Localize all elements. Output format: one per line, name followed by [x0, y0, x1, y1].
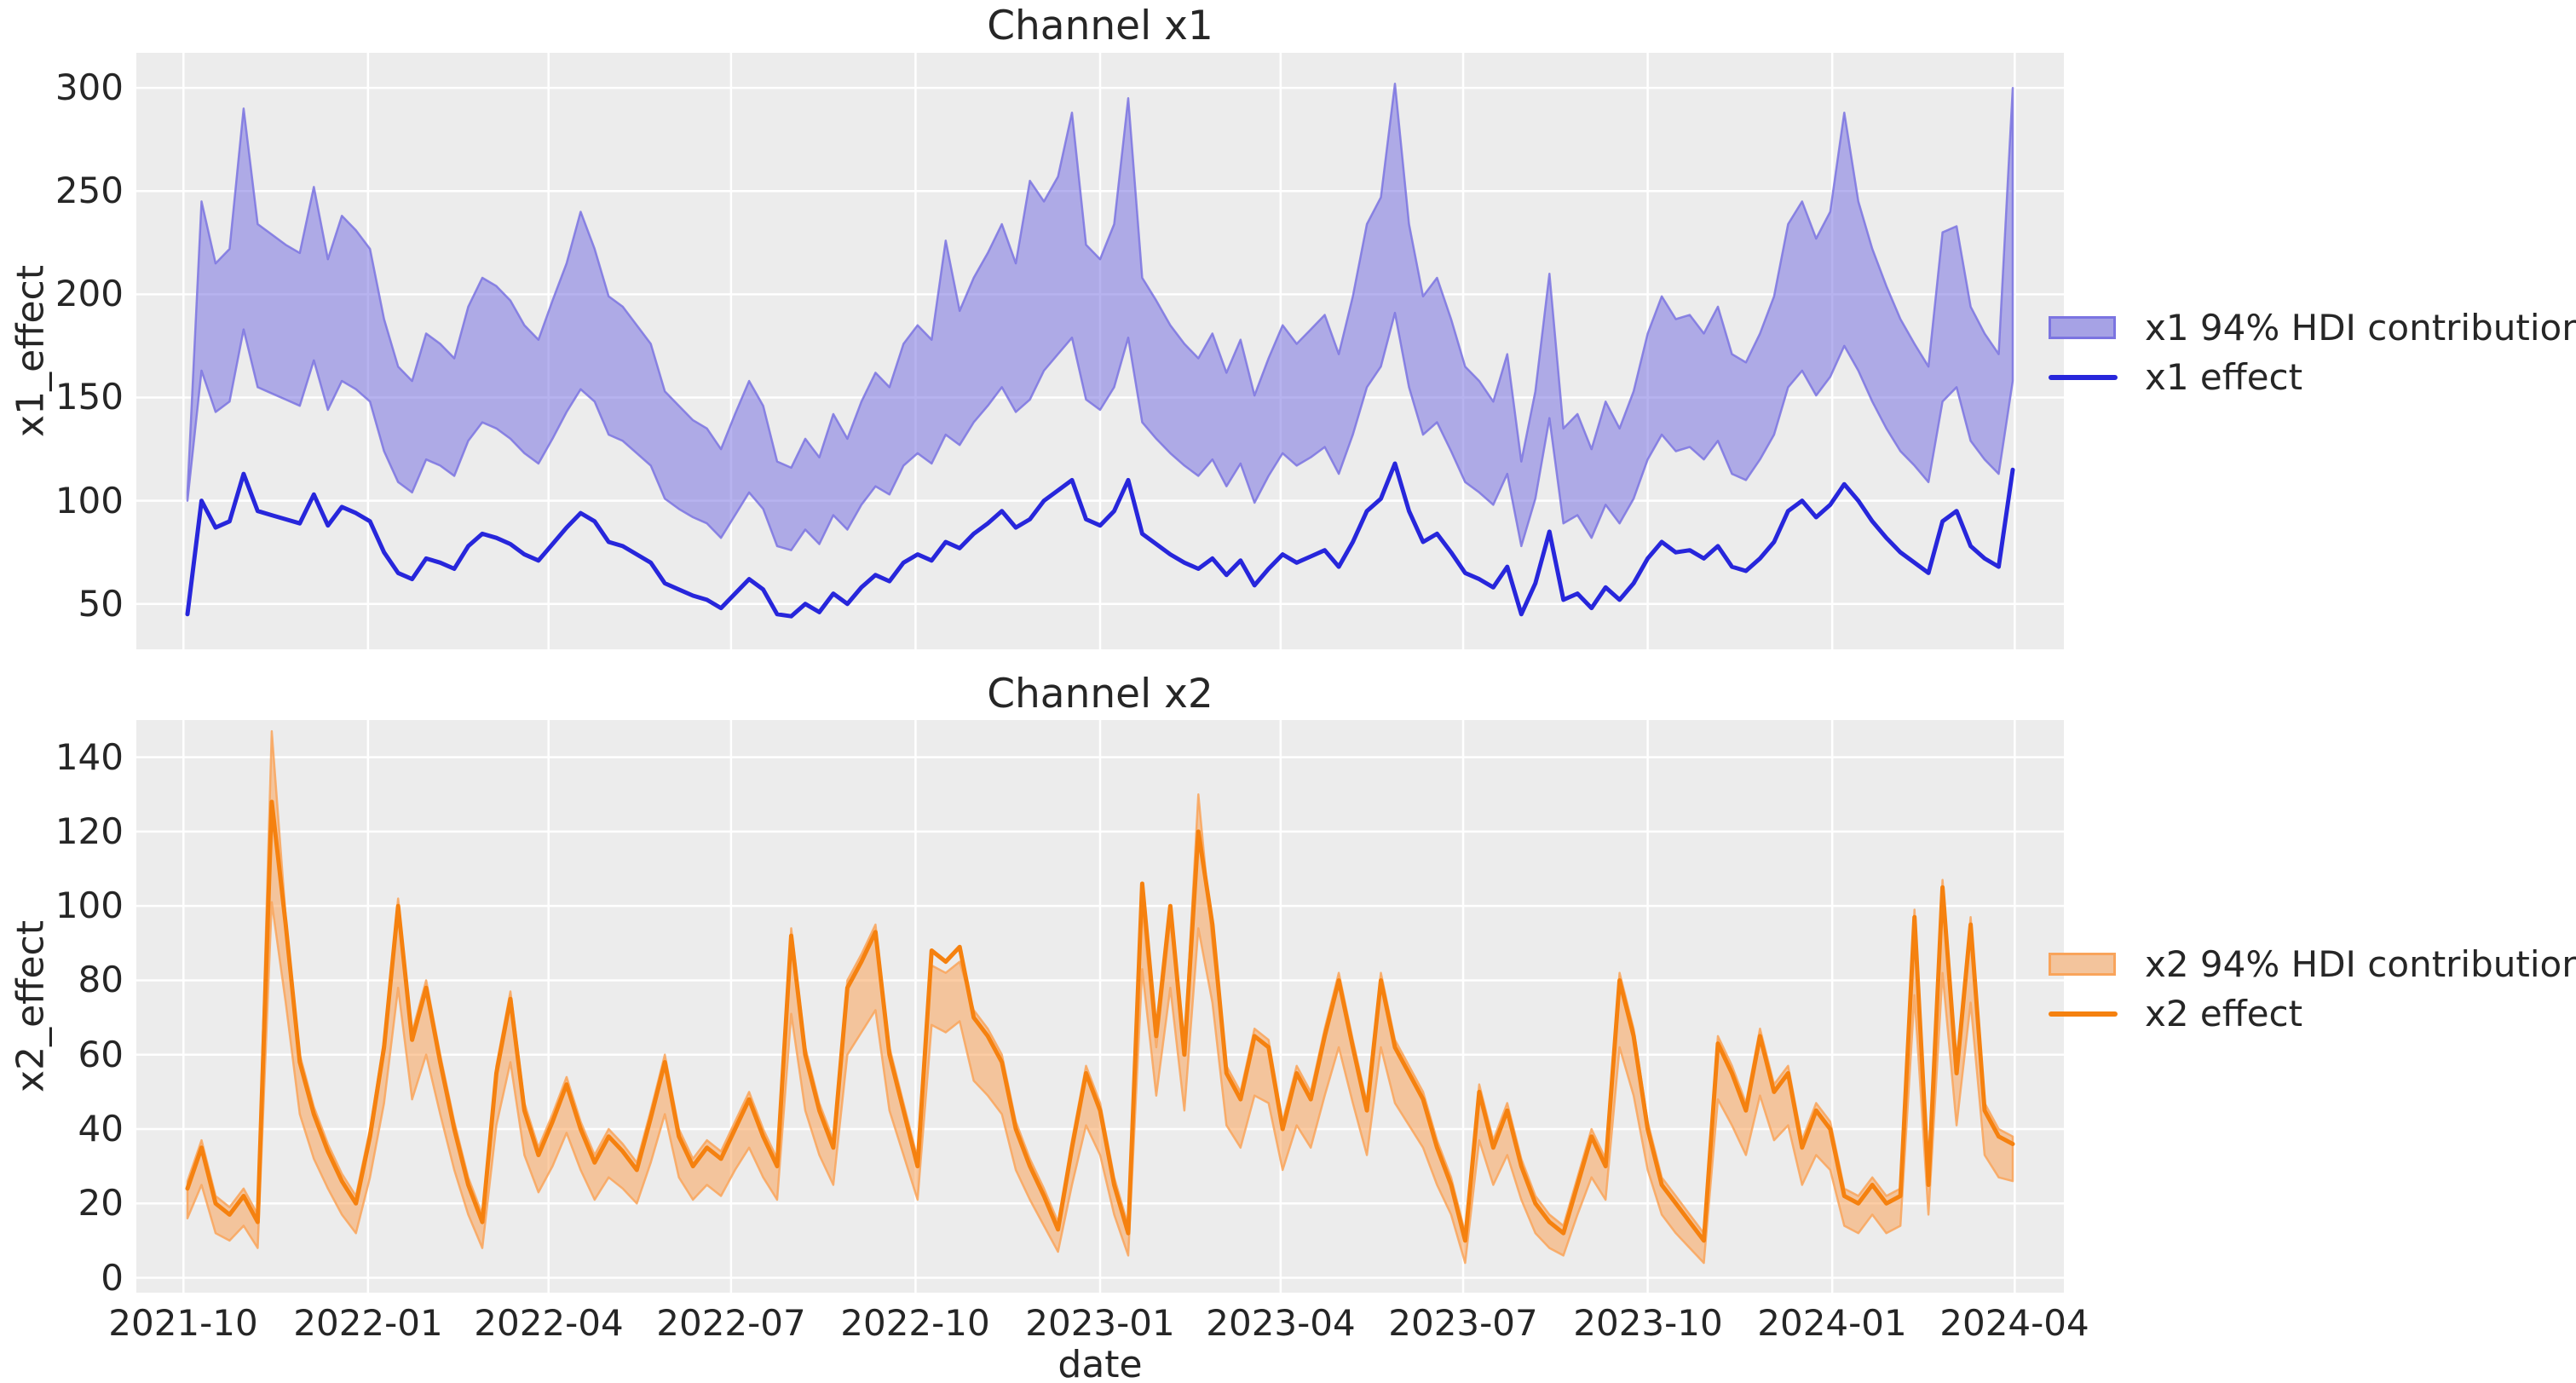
subplot1-title: Channel x1 — [987, 3, 1213, 49]
x-axis-label: date — [1057, 1343, 1143, 1383]
x-tick-label: 2023-04 — [1206, 1302, 1356, 1344]
x-tick-label: 2024-01 — [1757, 1302, 1907, 1344]
x1-hdi-legend-swatch — [2049, 316, 2116, 339]
y-tick-label: 140 — [55, 736, 124, 778]
x1-effect-legend-swatch — [2049, 375, 2118, 380]
y-tick-label: 200 — [55, 273, 124, 314]
x-tick-label: 2023-01 — [1025, 1302, 1175, 1344]
y-tick-label: 250 — [55, 170, 124, 211]
x2-effect-line — [185, 799, 2015, 1243]
x-tick-label: 2023-10 — [1573, 1302, 1723, 1344]
x-tick-label: 2022-07 — [656, 1302, 806, 1344]
x1-hdi-legend-label: x1 94% HDI contribution — [2145, 307, 2576, 349]
y-tick-label: 40 — [78, 1108, 124, 1150]
x1-hdi-band — [186, 83, 2014, 551]
y-tick-label: 120 — [55, 810, 124, 852]
y-tick-label: 20 — [78, 1182, 124, 1224]
x2-effect-legend-label: x2 effect — [2145, 993, 2303, 1034]
y-tick-label: 60 — [78, 1034, 124, 1075]
x-tick-label: 2022-04 — [474, 1302, 624, 1344]
x1-effect-line — [185, 461, 2015, 619]
y-tick-label: 150 — [55, 376, 124, 418]
x-tick-label: 2022-01 — [293, 1302, 443, 1344]
y-tick-label: 100 — [55, 885, 124, 926]
x2-hdi-legend-label: x2 94% HDI contribution — [2145, 943, 2576, 985]
y-tick-label: 50 — [78, 583, 124, 625]
x1-effect-legend-label: x1 effect — [2145, 356, 2303, 398]
y-tick-label: 80 — [78, 959, 124, 1000]
x-tick-label: 2022-10 — [840, 1302, 990, 1344]
x-tick-label: 2023-07 — [1388, 1302, 1538, 1344]
x-tick-label: 2021-10 — [108, 1302, 258, 1344]
y-tick-label: 0 — [101, 1257, 124, 1299]
x2-hdi-legend-swatch — [2049, 953, 2116, 976]
y-tick-label: 100 — [55, 480, 124, 522]
subplot2-title: Channel x2 — [987, 671, 1213, 717]
x-tick-label: 2024-04 — [1939, 1302, 2089, 1344]
y-tick-label: 300 — [55, 66, 124, 108]
x2-effect-legend-swatch — [2049, 1011, 2118, 1017]
